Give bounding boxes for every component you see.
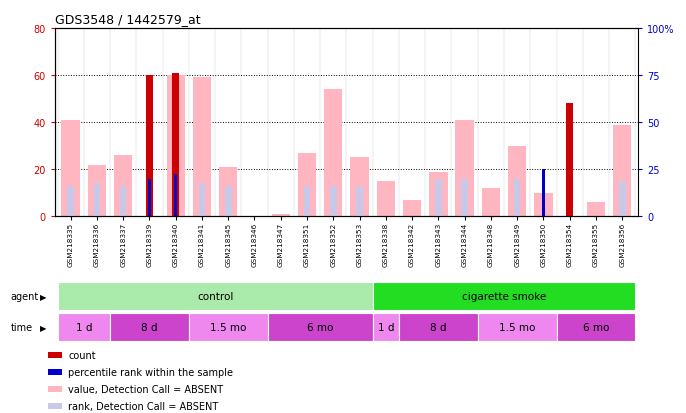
Text: count: count (69, 350, 96, 360)
Bar (225, 186, 231, 217)
Text: 8 d: 8 d (430, 322, 447, 332)
Bar (199, 184, 205, 217)
Bar (93, 184, 100, 217)
Text: percentile rank within the sample: percentile rank within the sample (69, 367, 233, 377)
Bar (377, 182, 395, 217)
Bar (268, 313, 372, 341)
Bar (587, 203, 605, 217)
Text: value, Detection Call = ABSENT: value, Detection Call = ABSENT (69, 384, 224, 394)
Bar (67, 186, 74, 217)
Bar (114, 156, 132, 217)
Text: 1.5 mo: 1.5 mo (499, 322, 535, 332)
Text: 8 d: 8 d (141, 322, 158, 332)
Bar (193, 78, 211, 217)
Bar (456, 121, 474, 217)
Bar (48, 369, 62, 375)
Bar (534, 193, 553, 217)
Bar (542, 170, 545, 217)
Text: control: control (197, 291, 233, 301)
Bar (567, 104, 573, 217)
Text: cigarette smoke: cigarette smoke (462, 291, 546, 301)
Bar (508, 146, 526, 217)
Bar (110, 313, 189, 341)
Bar (146, 76, 153, 217)
Bar (351, 158, 369, 217)
Bar (324, 90, 342, 217)
Bar (304, 186, 310, 217)
Bar (429, 172, 447, 217)
Bar (403, 200, 421, 217)
Bar (174, 175, 177, 217)
Bar (298, 153, 316, 217)
Bar (58, 282, 372, 310)
Bar (372, 313, 399, 341)
Text: ▶: ▶ (40, 323, 46, 332)
Text: 1.5 mo: 1.5 mo (210, 322, 246, 332)
Bar (556, 313, 635, 341)
Bar (189, 313, 268, 341)
Bar (88, 165, 106, 217)
Bar (219, 168, 237, 217)
Bar (613, 125, 631, 217)
Text: 1 d: 1 d (377, 322, 394, 332)
Text: 6 mo: 6 mo (583, 322, 609, 332)
Bar (272, 214, 290, 217)
Text: ▶: ▶ (40, 292, 46, 301)
Text: agent: agent (10, 291, 38, 301)
Bar (48, 386, 62, 392)
Bar (167, 76, 185, 217)
Text: rank, Detection Call = ABSENT: rank, Detection Call = ABSENT (69, 401, 219, 411)
Text: 1 d: 1 d (75, 322, 92, 332)
Text: 6 mo: 6 mo (307, 322, 333, 332)
Bar (372, 282, 635, 310)
Bar (172, 179, 179, 217)
Bar (435, 179, 442, 217)
Bar (619, 182, 626, 217)
Bar (148, 179, 151, 217)
Bar (462, 179, 468, 217)
Bar (482, 189, 500, 217)
Bar (120, 186, 126, 217)
Bar (172, 74, 179, 217)
Bar (58, 313, 110, 341)
Bar (399, 313, 477, 341)
Bar (477, 313, 556, 341)
Bar (514, 179, 521, 217)
Text: time: time (10, 322, 32, 332)
Bar (62, 121, 80, 217)
Bar (48, 403, 62, 409)
Text: GDS3548 / 1442579_at: GDS3548 / 1442579_at (55, 13, 200, 26)
Bar (330, 186, 337, 217)
Bar (356, 186, 363, 217)
Bar (48, 352, 62, 358)
